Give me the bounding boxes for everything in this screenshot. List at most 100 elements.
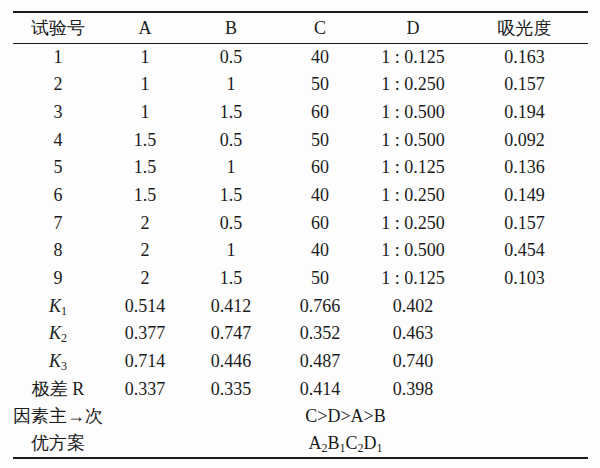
table-cell: 1 : 0.250	[365, 71, 461, 99]
table-cell: 1.5	[103, 126, 187, 154]
table-cell: 0.163	[461, 43, 588, 71]
table-cell: 1	[187, 71, 275, 99]
table-cell: 1 : 0.250	[365, 181, 461, 209]
table-row: 311.5601 : 0.5000.194	[13, 98, 588, 126]
summary-value-cell: 0.335	[187, 375, 275, 403]
orthogonal-test-table: 试验号 A B C D 吸光度 110.5401 : 0.1250.163211…	[13, 11, 588, 459]
table-cell: 0.5	[187, 43, 275, 71]
cell-trial-number: 8	[13, 236, 103, 264]
table-cell: 0.103	[461, 264, 588, 292]
optimal-scheme-label: 优方案	[13, 430, 103, 458]
table-cell: 2	[103, 209, 187, 237]
table-cell: 1.5	[187, 98, 275, 126]
col-header-factor-d: D	[365, 12, 461, 43]
summary-value-cell: 0.377	[103, 319, 187, 347]
table-row: 110.5401 : 0.1250.163	[13, 43, 588, 71]
table-row: 41.50.5501 : 0.5000.092	[13, 126, 588, 154]
summary-value-cell: 0.740	[365, 347, 461, 375]
optimal-factor-letter: C	[346, 433, 358, 453]
table-cell: 60	[275, 98, 365, 126]
summary-label-subscript: 3	[61, 359, 67, 373]
factor-order-row: 因素主→次C>D>A>B	[13, 402, 588, 430]
summary-row: K30.7140.4460.4870.740	[13, 347, 588, 375]
table-cell: 60	[275, 154, 365, 182]
table-cell: 1 : 0.125	[365, 43, 461, 71]
summary-value-cell: 0.766	[275, 292, 365, 320]
summary-label-subscript: 1	[61, 304, 67, 318]
table-cell: 2	[103, 236, 187, 264]
table-cell: 1 : 0.500	[365, 126, 461, 154]
optimal-scheme-row: 优方案A2B1C2D1	[13, 430, 588, 458]
optimal-factor-letter: D	[364, 433, 377, 453]
col-header-factor-a: A	[103, 12, 187, 43]
cell-trial-number: 1	[13, 43, 103, 71]
empty-cell	[461, 319, 588, 347]
cell-trial-number: 7	[13, 209, 103, 237]
table-cell: 1 : 0.500	[365, 98, 461, 126]
summary-value-cell: 0.337	[103, 375, 187, 403]
table-cell: 1	[103, 71, 187, 99]
summary-value-cell: 0.352	[275, 319, 365, 347]
table-cell: 40	[275, 181, 365, 209]
table-cell: 0.157	[461, 209, 588, 237]
table-cell: 0.454	[461, 236, 588, 264]
summary-label-text: K	[49, 323, 61, 343]
table-row: 211501 : 0.2500.157	[13, 71, 588, 99]
summary-row: K10.5140.4120.7660.402	[13, 292, 588, 320]
table-cell: 1 : 0.125	[365, 154, 461, 182]
factor-order-label: 因素主→次	[13, 402, 103, 430]
table-cell: 1	[187, 154, 275, 182]
cell-trial-number: 3	[13, 98, 103, 126]
cell-trial-number: 9	[13, 264, 103, 292]
summary-value-cell: 0.714	[103, 347, 187, 375]
table-cell: 0.092	[461, 126, 588, 154]
table-cell: 2	[103, 264, 187, 292]
table-cell: 50	[275, 71, 365, 99]
table-cell: 40	[275, 236, 365, 264]
summary-row-label: K1	[13, 292, 103, 320]
summary-value-cell: 0.446	[187, 347, 275, 375]
empty-cell	[461, 375, 588, 403]
summary-label-text: K	[49, 351, 61, 371]
table-cell: 0.157	[461, 71, 588, 99]
summary-label-text: 极差 R	[32, 379, 85, 399]
col-header-trial-number: 试验号	[13, 12, 103, 43]
table-cell: 1.5	[187, 264, 275, 292]
cell-trial-number: 6	[13, 181, 103, 209]
table-cell: 40	[275, 43, 365, 71]
table-cell: 0.5	[187, 126, 275, 154]
table-cell: 1 : 0.250	[365, 209, 461, 237]
summary-label-subscript: 2	[61, 331, 67, 345]
table-body: 110.5401 : 0.1250.163211501 : 0.2500.157…	[13, 43, 588, 458]
col-header-factor-c: C	[275, 12, 365, 43]
table-header-row: 试验号 A B C D 吸光度	[13, 12, 588, 43]
table-row: 921.5501 : 0.1250.103	[13, 264, 588, 292]
summary-value-cell: 0.412	[187, 292, 275, 320]
table-row: 821401 : 0.5000.454	[13, 236, 588, 264]
table-cell: 0.149	[461, 181, 588, 209]
table-row: 61.51.5401 : 0.2500.149	[13, 181, 588, 209]
table-cell: 1	[103, 43, 187, 71]
optimal-scheme-value: A2B1C2D1	[103, 430, 588, 458]
optimal-factor-letter: B	[327, 433, 339, 453]
cell-trial-number: 4	[13, 126, 103, 154]
summary-row-label: 极差 R	[13, 375, 103, 403]
summary-row: K20.3770.7470.3520.463	[13, 319, 588, 347]
table-cell: 1	[187, 236, 275, 264]
summary-value-cell: 0.398	[365, 375, 461, 403]
factor-order-value: C>D>A>B	[103, 402, 588, 430]
summary-value-cell: 0.402	[365, 292, 461, 320]
table-cell: 50	[275, 126, 365, 154]
table-cell: 50	[275, 264, 365, 292]
table-cell: 0.5	[187, 209, 275, 237]
table-cell: 1	[103, 98, 187, 126]
optimal-factor-level-subscript: 1	[377, 441, 383, 455]
table-cell: 1 : 0.500	[365, 236, 461, 264]
table-cell: 1 : 0.125	[365, 264, 461, 292]
col-header-absorbance: 吸光度	[461, 12, 588, 43]
table-row: 720.5601 : 0.2500.157	[13, 209, 588, 237]
cell-trial-number: 5	[13, 154, 103, 182]
table-row: 51.51601 : 0.1250.136	[13, 154, 588, 182]
summary-row-label: K3	[13, 347, 103, 375]
summary-label-text: K	[49, 296, 61, 316]
